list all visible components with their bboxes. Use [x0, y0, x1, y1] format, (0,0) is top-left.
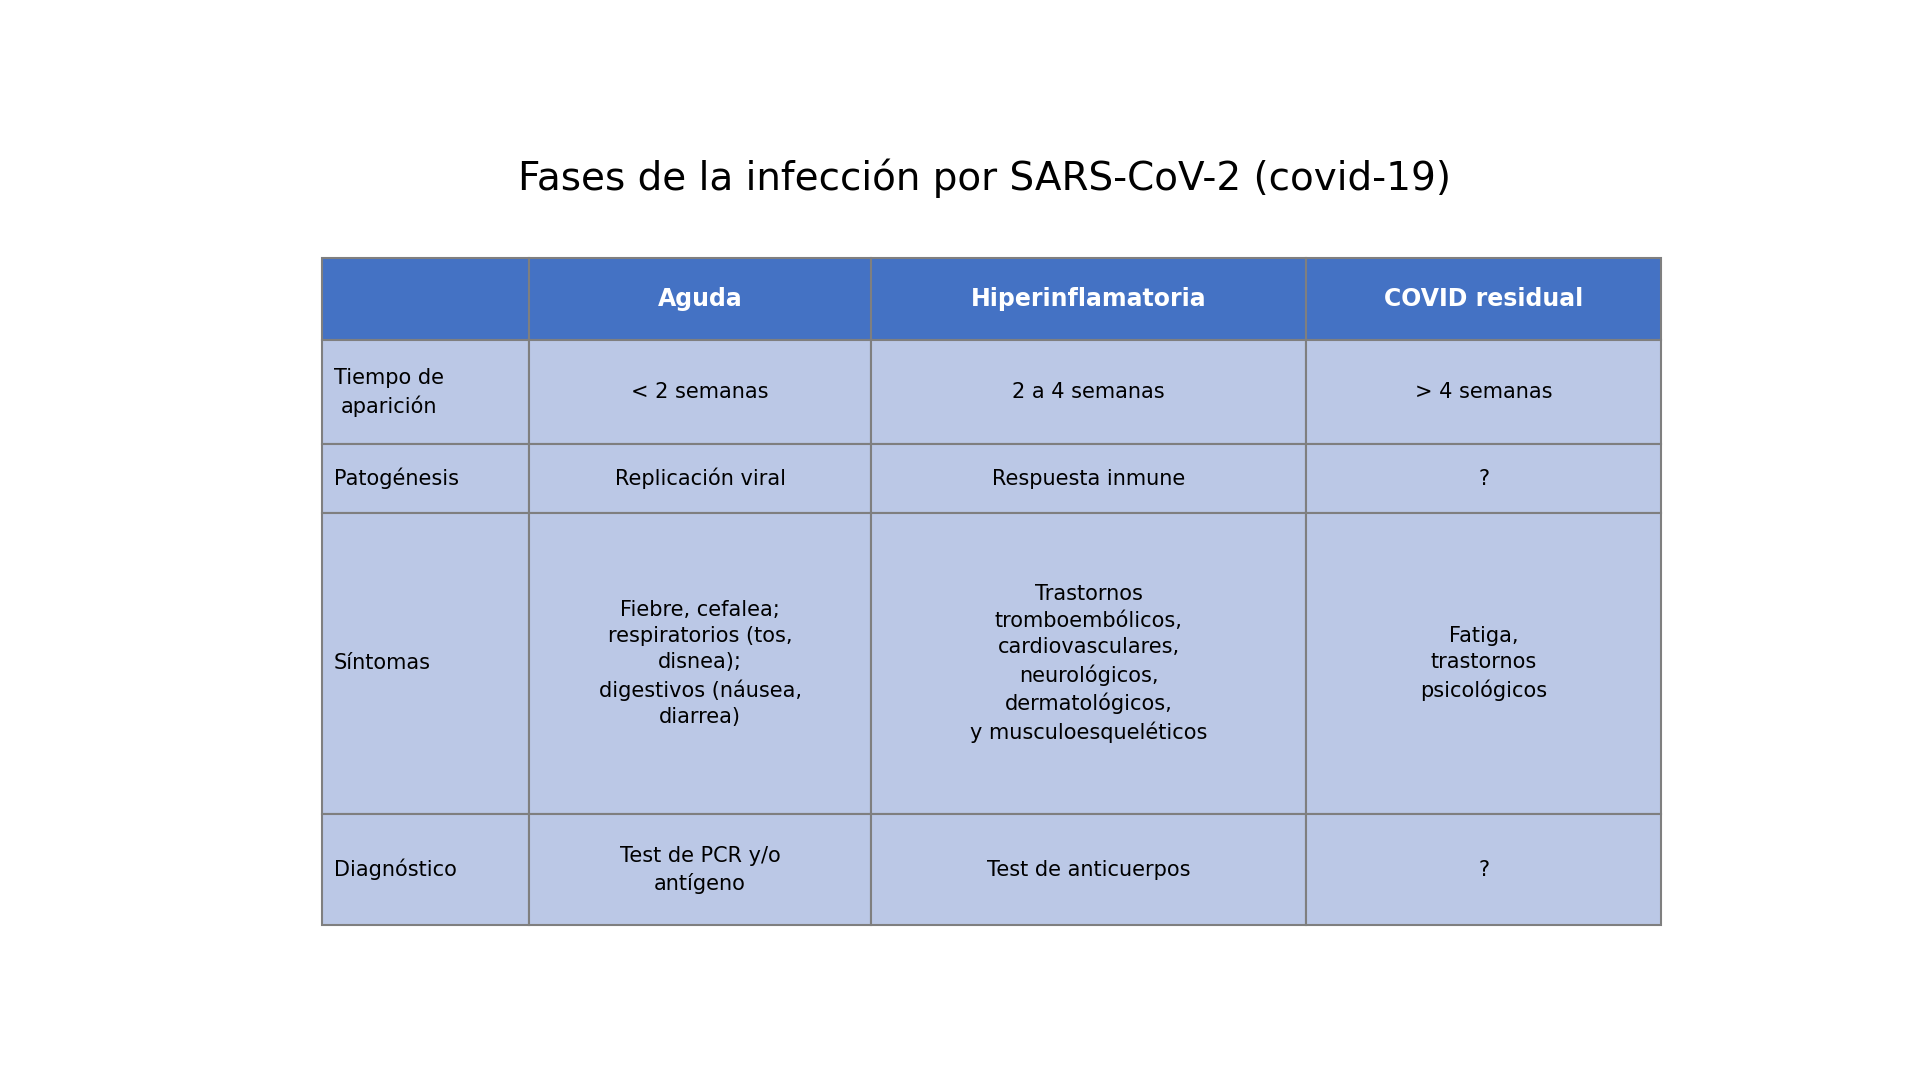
Bar	[1306, 445, 1661, 513]
Bar	[530, 814, 872, 925]
Bar	[872, 814, 1306, 925]
Text: Test de anticuerpos: Test de anticuerpos	[987, 859, 1190, 880]
Text: Fatiga,
trastornos
psicológicos: Fatiga, trastornos psicológicos	[1421, 626, 1548, 701]
Text: Test de PCR y/o
antígeno: Test de PCR y/o antígeno	[620, 845, 781, 894]
Text: Patogénesis: Patogénesis	[334, 467, 459, 489]
Text: Respuesta inmune: Respuesta inmune	[993, 468, 1185, 489]
Text: Tiempo de
aparición: Tiempo de aparición	[334, 368, 444, 417]
Bar	[323, 257, 530, 340]
Text: ?: ?	[1478, 468, 1490, 489]
Text: Aguda: Aguda	[659, 288, 743, 311]
Text: < 2 semanas: < 2 semanas	[632, 382, 768, 403]
Text: Fiebre, cefalea;
respiratorios (tos,
disnea);
digestivos (náusea,
diarrea): Fiebre, cefalea; respiratorios (tos, dis…	[599, 600, 803, 727]
Text: ?: ?	[1478, 859, 1490, 880]
Bar	[1306, 814, 1661, 925]
Bar	[530, 340, 872, 445]
Bar	[530, 513, 872, 814]
Bar	[323, 513, 530, 814]
Text: > 4 semanas: > 4 semanas	[1415, 382, 1553, 403]
Bar	[1306, 513, 1661, 814]
Text: Trastornos
tromboembólicos,
cardiovasculares,
neurológicos,
dermatológicos,
y mu: Trastornos tromboembólicos, cardiovascul…	[970, 584, 1208, 742]
Text: 2 a 4 semanas: 2 a 4 semanas	[1012, 382, 1165, 403]
Text: COVID residual: COVID residual	[1384, 288, 1584, 311]
Text: Fases de la infección por SARS-CoV-2 (covid-19): Fases de la infección por SARS-CoV-2 (co…	[518, 158, 1450, 198]
Bar	[323, 445, 530, 513]
Bar	[1306, 257, 1661, 340]
Bar	[323, 814, 530, 925]
Bar	[872, 513, 1306, 814]
Bar	[1306, 340, 1661, 445]
Bar	[530, 445, 872, 513]
Bar	[323, 340, 530, 445]
Bar	[872, 257, 1306, 340]
Bar	[530, 257, 872, 340]
Bar	[872, 445, 1306, 513]
Text: Replicación viral: Replicación viral	[614, 467, 785, 489]
Bar	[872, 340, 1306, 445]
Text: Síntomas: Síntomas	[334, 654, 430, 673]
Text: Diagnóstico: Diagnóstico	[334, 859, 457, 881]
Text: Hiperinflamatoria: Hiperinflamatoria	[972, 288, 1206, 311]
